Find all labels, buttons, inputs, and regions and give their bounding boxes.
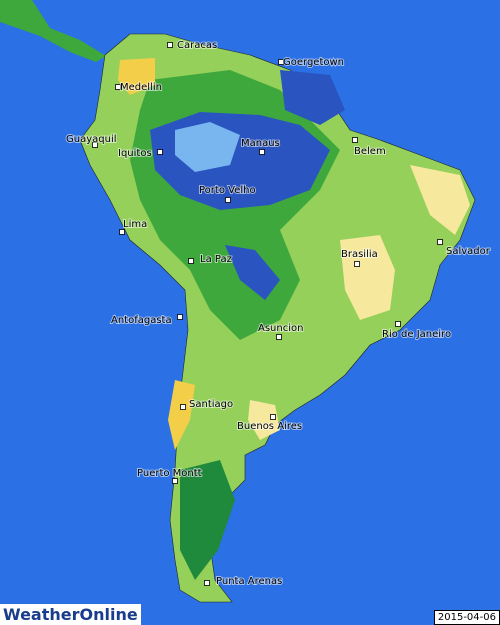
city-marker — [225, 197, 231, 203]
city-label: Goergetown — [283, 57, 344, 68]
city-marker — [115, 84, 121, 90]
city-marker — [92, 142, 98, 148]
city-marker — [167, 42, 173, 48]
city-marker — [177, 314, 183, 320]
city-label: Brasilia — [341, 249, 378, 260]
city-marker — [259, 149, 265, 155]
city-label: Santiago — [189, 399, 233, 410]
city-marker — [157, 149, 163, 155]
city-label: Salvador — [446, 246, 491, 257]
city-label: La Paz — [200, 254, 232, 265]
city-label: Antofagasta — [111, 315, 172, 326]
city-marker — [270, 414, 276, 420]
city-marker — [204, 580, 210, 586]
city-labels: Caracas Goergetown Medellin GuayaquilIquito… — [65, 39, 492, 588]
city-label: Guayaquil — [66, 134, 117, 145]
city-marker — [172, 478, 178, 484]
city-marker — [352, 137, 358, 143]
city-marker — [278, 59, 284, 65]
city-marker — [188, 258, 194, 264]
city-marker — [437, 239, 443, 245]
city-label: Lima — [123, 219, 147, 230]
city-marker — [180, 404, 186, 410]
city-label: Puerto Montt — [137, 468, 202, 479]
city-label: Iquitos — [118, 148, 152, 159]
city-label: Caracas — [177, 40, 217, 51]
city-marker — [119, 229, 125, 235]
city-marker — [354, 261, 360, 267]
city-label: Manaus — [241, 138, 280, 149]
city-label: Medellin — [120, 82, 162, 93]
land — [0, 0, 476, 603]
city-label: Porto Velho — [199, 185, 256, 196]
date-stamp: 2015-04-06 — [433, 610, 500, 625]
city-label: Buenos Aires — [237, 421, 302, 432]
city-label: Belem — [354, 146, 386, 157]
logo: WeatherOnline — [0, 604, 141, 625]
city-label: Asuncion — [258, 323, 303, 334]
city-marker — [395, 321, 401, 327]
city-marker — [276, 334, 282, 340]
city-label: Punta Arenas — [216, 576, 282, 587]
city-label: Rio de Janeiro — [382, 329, 451, 340]
